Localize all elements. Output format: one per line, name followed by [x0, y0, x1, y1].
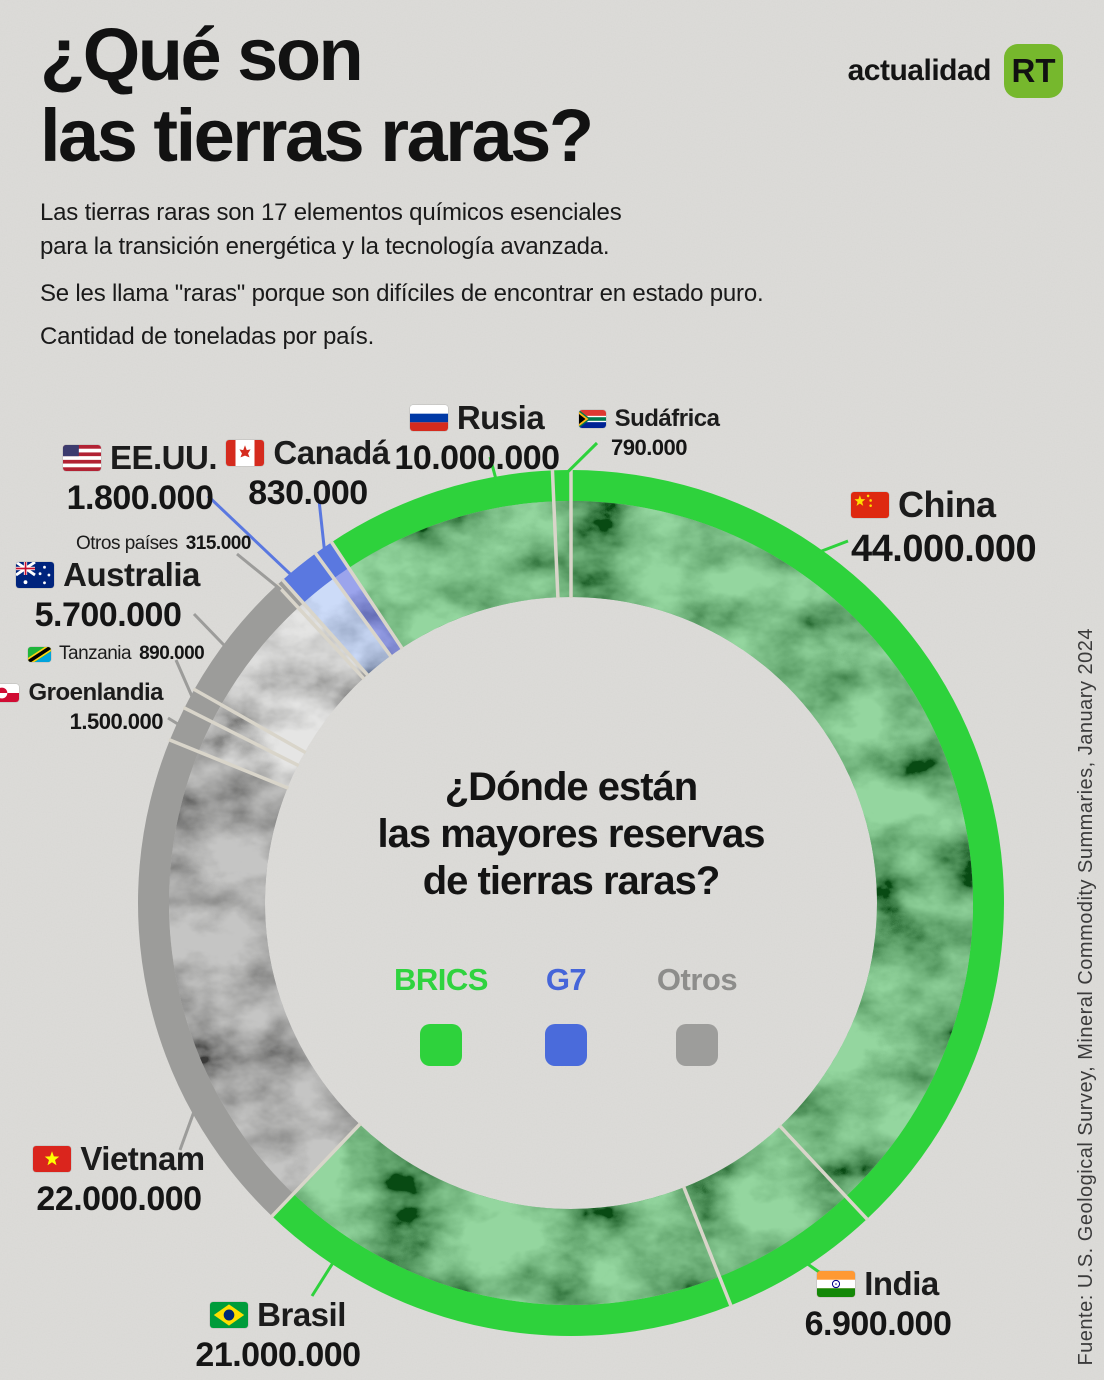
country-value: 22.000.000: [36, 1180, 202, 1218]
country-label-groenlandia: Groenlandia 1.500.000: [0, 679, 164, 735]
flag-russia-icon: [409, 405, 448, 431]
country-label-brasil: Brasil 21.000.000: [78, 1296, 478, 1375]
country-name: Groenlandia: [28, 679, 163, 706]
flag-greenland-icon: [0, 684, 20, 702]
chart-question: ¿Dónde están las mayores reservas de tie…: [291, 764, 851, 905]
source-note: Fuente: U.S. Geological Survey, Mineral …: [1075, 628, 1097, 1366]
country-name: Tanzania: [59, 643, 132, 664]
country-value: 5.700.000: [34, 596, 182, 634]
country-label-tanzania: Tanzania 890.000: [28, 643, 205, 665]
chart-question-line-1: ¿Dónde están: [444, 765, 698, 809]
legend-swatch-otros: [676, 1024, 718, 1066]
country-name-row: Brasil: [210, 1296, 346, 1334]
legend-swatch-brics: [420, 1024, 462, 1066]
flag-usa-icon: [62, 445, 101, 471]
chart-question-line-2: las mayores reservas: [377, 812, 766, 856]
flag-china-icon: [851, 492, 889, 518]
country-label-vietnam: Vietnam 22.000.000: [0, 1140, 319, 1219]
country-value: 6.900.000: [804, 1305, 952, 1343]
chart-question-line-3: de tierras raras?: [422, 859, 721, 903]
country-name: Australia: [63, 556, 200, 593]
pointer-tanzania: [174, 659, 196, 703]
flag-india-icon: [817, 1271, 856, 1297]
country-name-row: Australia: [16, 556, 200, 594]
country-label-china: China 44.000.000: [851, 484, 1037, 571]
flag-tanzania-icon: [28, 646, 51, 662]
country-name: Sudáfrica: [614, 405, 720, 432]
country-name: Vietnam: [80, 1140, 205, 1177]
legend-label: Otros: [656, 962, 738, 997]
legend-item-otros: Otros: [617, 962, 777, 1066]
country-name: Otros países: [76, 533, 178, 554]
country-label-otros-paises: Otros países 315.000: [76, 533, 251, 555]
country-name: India: [864, 1265, 939, 1302]
country-label-india: India 6.900.000: [678, 1265, 1078, 1344]
flag-canada-icon: [226, 440, 265, 466]
country-label-australia: Australia 5.700.000: [0, 556, 308, 635]
pointer-china: [815, 539, 849, 555]
legend-label: G7: [545, 962, 587, 997]
country-value: 315.000: [185, 533, 252, 554]
legend-swatch-g7: [545, 1024, 587, 1066]
flag-south-africa-icon: [578, 410, 606, 428]
country-name-row: China: [851, 484, 996, 526]
flag-brazil-icon: [210, 1302, 249, 1328]
country-label-sudafrica: Sudáfrica 790.000: [449, 405, 849, 461]
country-value: 830.000: [248, 474, 368, 512]
country-name-row: Groenlandia: [0, 679, 163, 707]
country-value: 44.000.000: [851, 528, 1037, 570]
country-value: 890.000: [139, 643, 205, 664]
country-name-row: Sudáfrica: [578, 405, 720, 433]
legend-label: BRICS: [394, 962, 488, 997]
flag-australia-icon: [16, 562, 55, 588]
country-name: China: [898, 484, 996, 525]
country-name-row: India: [817, 1265, 939, 1303]
country-name: Brasil: [257, 1296, 346, 1333]
country-name-row: Vietnam: [33, 1140, 205, 1178]
country-value: 790.000: [610, 435, 688, 460]
country-value: 21.000.000: [195, 1336, 361, 1374]
pointer-brasil: [310, 1258, 337, 1297]
flag-vietnam-icon: [33, 1146, 72, 1172]
country-value: 1.500.000: [69, 709, 164, 734]
